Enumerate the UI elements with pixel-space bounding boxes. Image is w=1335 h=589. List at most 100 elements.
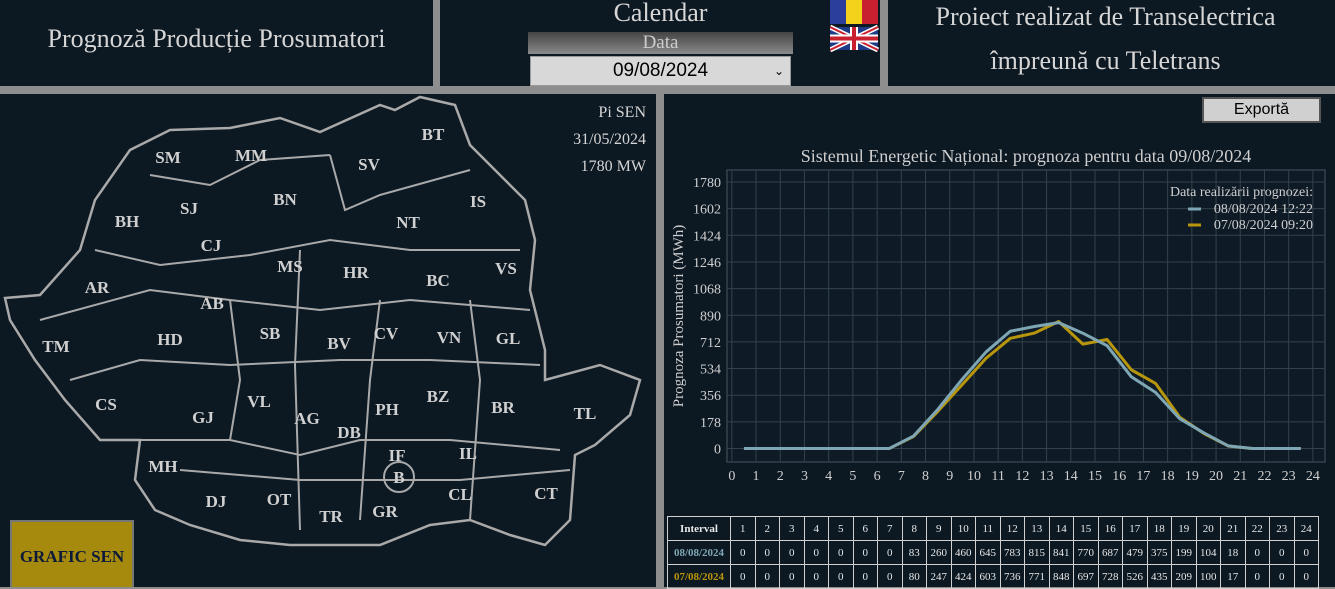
- county-label: TR: [319, 507, 343, 526]
- table-cell: 697: [1073, 564, 1099, 589]
- county-label: BT: [422, 125, 445, 144]
- table-cell: 736: [999, 564, 1025, 589]
- table-cell: 460: [950, 540, 976, 565]
- county-label: MS: [277, 257, 303, 276]
- county-label: MH: [148, 457, 177, 476]
- table-cell: 0: [877, 564, 903, 589]
- x-tick-label: 7: [898, 469, 905, 484]
- interval-header: 22: [1244, 516, 1270, 541]
- county-label: CV: [374, 324, 399, 343]
- project-line: împreună cu Teletrans: [990, 46, 1221, 75]
- county-label: GL: [496, 329, 521, 348]
- x-tick-label: 14: [1064, 469, 1078, 484]
- table-cell: 770: [1073, 540, 1099, 565]
- county-label: IL: [459, 444, 477, 463]
- county-label: GR: [372, 502, 398, 521]
- x-tick-label: 21: [1233, 469, 1247, 484]
- interval-header: 4: [803, 516, 829, 541]
- county-label: IS: [470, 192, 486, 211]
- table-cell: 0: [779, 540, 805, 565]
- table-cell: 17: [1220, 564, 1246, 589]
- table-cell: 209: [1171, 564, 1197, 589]
- table-cell: 424: [950, 564, 976, 589]
- table-cell: 479: [1122, 540, 1148, 565]
- table-cell: 0: [828, 540, 854, 565]
- county-borders: [39, 154, 571, 531]
- interval-header: 13: [1024, 516, 1050, 541]
- country-outline: [3, 95, 642, 547]
- table-row: Interval 1 2 3 4 5 6 7 8 9 10 11 12 13 14 15 16 17 18 19 20 2…: [667, 516, 1319, 541]
- county-label: VN: [437, 328, 462, 347]
- interval-header: 6: [852, 516, 878, 541]
- table-cell: 0: [828, 564, 854, 589]
- county-label: PH: [375, 400, 399, 419]
- y-tick-label: 1068: [693, 283, 721, 298]
- table-cell: 0: [1244, 540, 1270, 565]
- series-line: [743, 321, 1301, 451]
- interval-header: 5: [828, 516, 854, 541]
- x-tick-label: 6: [874, 469, 881, 484]
- county-label: CL: [448, 485, 472, 504]
- interval-header: 23: [1269, 516, 1295, 541]
- county-label: AG: [294, 409, 320, 428]
- county-label: OT: [267, 490, 292, 509]
- legend-label: 08/08/2024 12:22: [1214, 202, 1313, 217]
- table-cell: 0: [877, 540, 903, 565]
- county-label: BN: [273, 190, 297, 209]
- interval-header: 15: [1073, 516, 1099, 541]
- date-label: Data: [528, 32, 793, 54]
- table-cell: 100: [1195, 564, 1221, 589]
- x-tick-label: 17: [1136, 469, 1150, 484]
- county-label: NT: [396, 213, 420, 232]
- table-cell: 199: [1171, 540, 1197, 565]
- data-table-wrap: Interval 1 2 3 4 5 6 7 8 9 10 11 12 13 14 15 16 17 18 19 20 2…: [667, 516, 1319, 589]
- table-cell: 104: [1195, 540, 1221, 565]
- export-button[interactable]: Exportă: [1202, 97, 1321, 123]
- table-cell: 783: [999, 540, 1025, 565]
- table-cell: 0: [1269, 564, 1295, 589]
- table-cell: 771: [1024, 564, 1050, 589]
- interval-header: 9: [926, 516, 952, 541]
- county-label: TL: [574, 404, 597, 423]
- chart-title: Sistemul Energetic Național: prognoza pe…: [801, 146, 1252, 166]
- table-cell: 18: [1220, 540, 1246, 565]
- interval-header: 18: [1146, 516, 1172, 541]
- x-tick-label: 24: [1306, 469, 1320, 484]
- x-tick-label: 2: [777, 469, 784, 484]
- table-cell: 848: [1048, 564, 1074, 589]
- interval-header: 7: [877, 516, 903, 541]
- county-label: IF: [389, 446, 406, 465]
- y-tick-label: 1780: [693, 176, 721, 191]
- county-label: BH: [115, 212, 140, 231]
- table-cell: 260: [926, 540, 952, 565]
- grafic-sen-button[interactable]: GRAFIC SEN: [10, 520, 134, 587]
- x-tick-label: 15: [1088, 469, 1102, 484]
- county-label: AB: [200, 294, 224, 313]
- table-cell: 0: [730, 564, 756, 589]
- county-label: CT: [534, 484, 558, 503]
- flag-en[interactable]: [830, 24, 880, 52]
- x-tick-label: 0: [728, 469, 735, 484]
- table-cell: 247: [926, 564, 952, 589]
- table-cell: 375: [1146, 540, 1172, 565]
- x-tick-label: 1: [753, 469, 760, 484]
- interval-header: 2: [754, 516, 780, 541]
- interval-header: 3: [779, 516, 805, 541]
- county-label: MM: [235, 146, 267, 165]
- interval-header: 19: [1171, 516, 1197, 541]
- county-label: DB: [337, 423, 361, 442]
- y-tick-label: 178: [700, 416, 721, 431]
- county-label: SV: [358, 155, 380, 174]
- map-panel: SM MM BT SV BH SJ BN NT IS CJ MS HR BC VS AR AB SB CV VN GL…: [0, 94, 656, 587]
- county-label: SM: [155, 148, 181, 167]
- map-info: 31/05/2024: [573, 131, 646, 148]
- project-line: Proiect realizat de Transelectrica: [935, 2, 1276, 31]
- project-panel: Proiect realizat de Transelectrica împre…: [888, 0, 1335, 86]
- bucharest-circle: [383, 461, 415, 493]
- county-label: SJ: [180, 199, 198, 218]
- table-cell: 0: [1269, 540, 1295, 565]
- date-select[interactable]: 09/08/2024 ⌄: [530, 56, 791, 86]
- flag-ro[interactable]: [830, 0, 878, 24]
- map-info: 1780 MW: [580, 158, 646, 175]
